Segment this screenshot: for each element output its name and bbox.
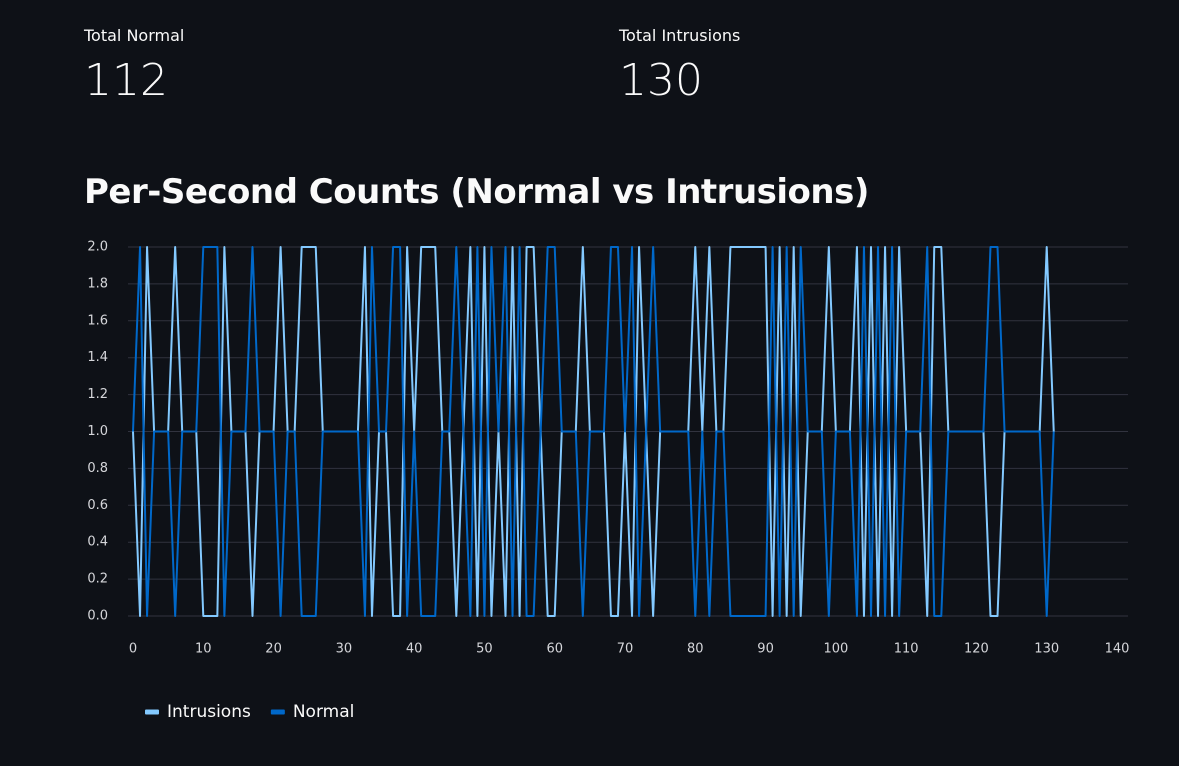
x-tick-label: 110	[894, 642, 919, 657]
y-tick-label: 0.8	[87, 461, 108, 476]
x-tick-label: 120	[964, 642, 989, 657]
y-tick-label: 0.4	[87, 535, 108, 550]
metric-value: 130	[619, 55, 703, 106]
x-tick-label: 100	[823, 642, 848, 657]
y-tick-label: 1.0	[87, 424, 108, 439]
metric-value: 112	[84, 55, 168, 106]
x-tick-label: 20	[265, 642, 282, 657]
x-tick-label: 70	[617, 642, 634, 657]
legend-swatch	[270, 709, 285, 715]
x-tick-label: 10	[195, 642, 212, 657]
legend: Normal	[293, 702, 355, 722]
legend-swatch	[145, 709, 159, 715]
x-tick-label: 40	[406, 642, 423, 657]
x-tick-label: 130	[1034, 642, 1059, 657]
x-tick-label: 90	[757, 642, 774, 657]
x-tick-label: 0	[129, 642, 137, 657]
y-tick-label: 1.2	[87, 387, 108, 402]
line-series	[132, 246, 1055, 617]
metric-label: Total Normal	[84, 26, 185, 45]
y-tick-label: 1.8	[87, 276, 108, 291]
y-tick-label: 0.2	[87, 572, 108, 587]
y-tick-label: 0.0	[87, 609, 108, 624]
legend: Intrusions	[167, 702, 251, 722]
x-tick-label: 140	[1105, 642, 1130, 657]
y-tick-label: 0.6	[87, 498, 108, 513]
x-tick-label: 60	[546, 642, 563, 657]
y-tick-label: 1.6	[87, 313, 108, 328]
metric: Total Normal 112	[84, 26, 184, 106]
x-tick-label: 80	[687, 642, 704, 657]
x-tick-label: 30	[336, 642, 353, 657]
y-tick-label: 1.4	[87, 350, 108, 365]
chart-title: Per-Second Counts (Normal vs Intrusions)	[84, 172, 869, 212]
x-tick-label: 50	[476, 642, 493, 657]
y-tick-label: 2.0	[87, 240, 108, 255]
metric-label: Total Intrusions	[619, 26, 741, 45]
metric: Total Intrusions 130	[619, 26, 740, 106]
